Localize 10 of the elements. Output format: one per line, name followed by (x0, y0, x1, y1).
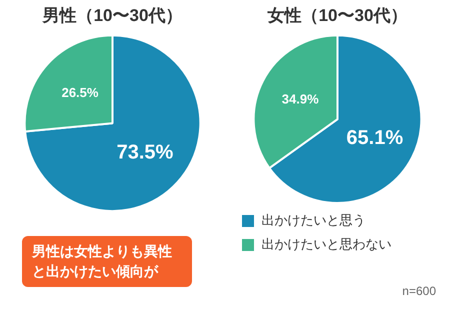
data-label: 73.5% (116, 141, 174, 164)
text: 男性は女性よりも異性と出かけたい傾向が (22, 236, 192, 288)
data-label: 65.1% (346, 126, 404, 149)
chart-title: 男性（10〜30代） (42, 6, 182, 25)
legend-label: 出かけたいと思う (262, 212, 366, 228)
text: n=600 (401, 284, 437, 298)
data-label: 26.5% (62, 85, 99, 100)
chart-title: 女性（10〜30代） (266, 6, 408, 25)
data-label: 34.9% (282, 92, 320, 107)
legend-label: 出かけたいと思わない (262, 236, 392, 252)
